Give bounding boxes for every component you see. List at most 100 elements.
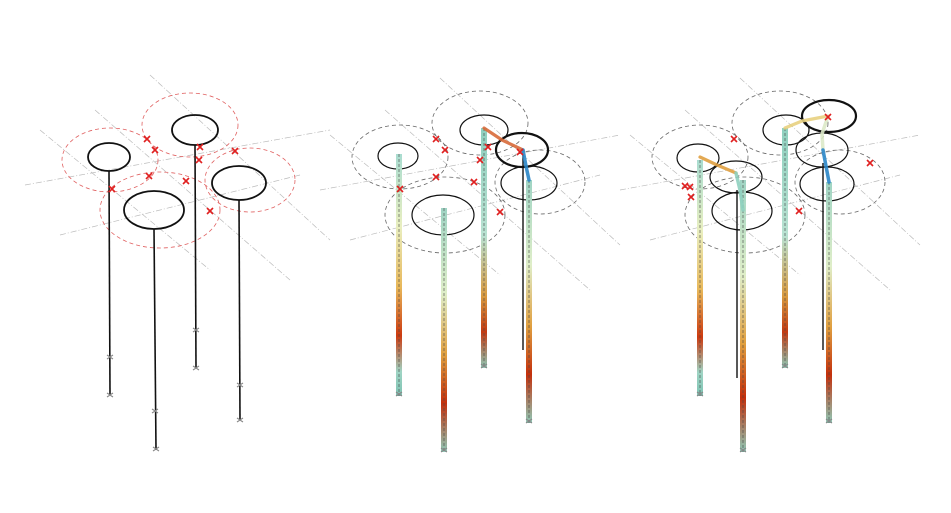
x-cross-stroke [206, 207, 214, 215]
dashed-circle [204, 147, 296, 213]
anchor-icon [525, 418, 533, 424]
anchor-stroke [696, 391, 704, 397]
axis-line [619, 134, 921, 191]
x-cross-stroke [476, 156, 484, 164]
x-cross-stroke [441, 146, 449, 154]
anchor-stroke [106, 392, 114, 398]
anchor-icon [152, 446, 160, 452]
column-line [108, 170, 111, 396]
anchor-icon [106, 392, 114, 398]
dashed-circle [731, 90, 829, 156]
x-cross-icon [496, 208, 504, 216]
ring [171, 114, 219, 146]
x-cross-icon [143, 135, 151, 143]
x-cross-stroke [824, 113, 832, 121]
x-cross-icon [182, 177, 190, 185]
anchor-icon [192, 327, 200, 333]
axis-line [439, 77, 621, 246]
panel-final [619, 77, 921, 453]
anchor-icon [440, 447, 448, 453]
axis-line [149, 74, 331, 241]
ring [211, 165, 267, 201]
x-cross-stroke [231, 147, 239, 155]
anchor-stroke [825, 418, 833, 424]
anchor-icon [106, 354, 114, 360]
x-cross-stroke [182, 177, 190, 185]
x-cross-icon [195, 156, 203, 164]
axis-line [384, 109, 591, 291]
dashed-circle [794, 149, 886, 215]
ring [494, 131, 550, 169]
x-cross-stroke [484, 143, 492, 151]
heat-link [783, 114, 830, 130]
x-cross-stroke [196, 143, 204, 151]
x-cross-stroke [145, 172, 153, 180]
anchor-stroke [525, 418, 533, 424]
column-line [153, 228, 157, 451]
anchor-icon [192, 365, 200, 371]
dashed-circle [99, 171, 221, 249]
dashed-circle [141, 92, 239, 158]
x-cross-icon [516, 148, 524, 156]
axis-line [329, 134, 501, 276]
axis-line [319, 134, 621, 191]
x-cross-icon [484, 143, 492, 151]
x-cross-icon [145, 172, 153, 180]
anchor-stroke [192, 327, 200, 333]
x-cross-icon [730, 135, 738, 143]
axis-line [739, 77, 921, 246]
anchor-icon [696, 391, 704, 397]
x-cross-icon [432, 135, 440, 143]
panel-intermediate [319, 77, 621, 453]
x-cross-stroke [866, 159, 874, 167]
x-cross-stroke [151, 146, 159, 154]
x-cross-icon [206, 207, 214, 215]
x-cross-icon [824, 113, 832, 121]
x-cross-icon [687, 193, 695, 201]
anchor-stroke [152, 446, 160, 452]
column-line [194, 144, 197, 369]
axis-line [629, 134, 801, 276]
x-cross-icon [108, 185, 116, 193]
anchor-stroke [151, 408, 159, 414]
x-cross-icon [476, 156, 484, 164]
heat-link [821, 148, 831, 184]
x-cross-stroke [470, 178, 478, 186]
anchor-icon [151, 408, 159, 414]
anchor-stroke [440, 447, 448, 453]
x-cross-icon [681, 182, 689, 190]
anchor-icon [781, 363, 789, 369]
x-cross-stroke [432, 135, 440, 143]
x-cross-stroke [396, 185, 404, 193]
x-cross-icon [686, 183, 694, 191]
x-cross-icon [231, 147, 239, 155]
panel-initial [24, 74, 331, 452]
anchor-icon [480, 363, 488, 369]
anchor-stroke [781, 363, 789, 369]
anchor-stroke [739, 447, 747, 453]
anchor-stroke [480, 363, 488, 369]
x-cross-icon [196, 143, 204, 151]
x-cross-stroke [432, 173, 440, 181]
anchor-icon [395, 391, 403, 397]
ring [123, 190, 185, 230]
heat-link [521, 148, 531, 182]
x-cross-stroke [795, 207, 803, 215]
x-cross-icon [396, 185, 404, 193]
x-cross-stroke [195, 156, 203, 164]
heat-link [820, 114, 830, 152]
ring [800, 98, 858, 134]
anchor-stroke [236, 382, 244, 388]
x-cross-icon [866, 159, 874, 167]
anchor-icon [236, 382, 244, 388]
anchor-icon [236, 417, 244, 423]
axis-line [349, 174, 601, 241]
anchor-icon [739, 447, 747, 453]
x-cross-stroke [681, 182, 689, 190]
heat-link [698, 155, 738, 175]
heat-link [734, 171, 745, 212]
x-cross-icon [795, 207, 803, 215]
ring [709, 160, 763, 194]
